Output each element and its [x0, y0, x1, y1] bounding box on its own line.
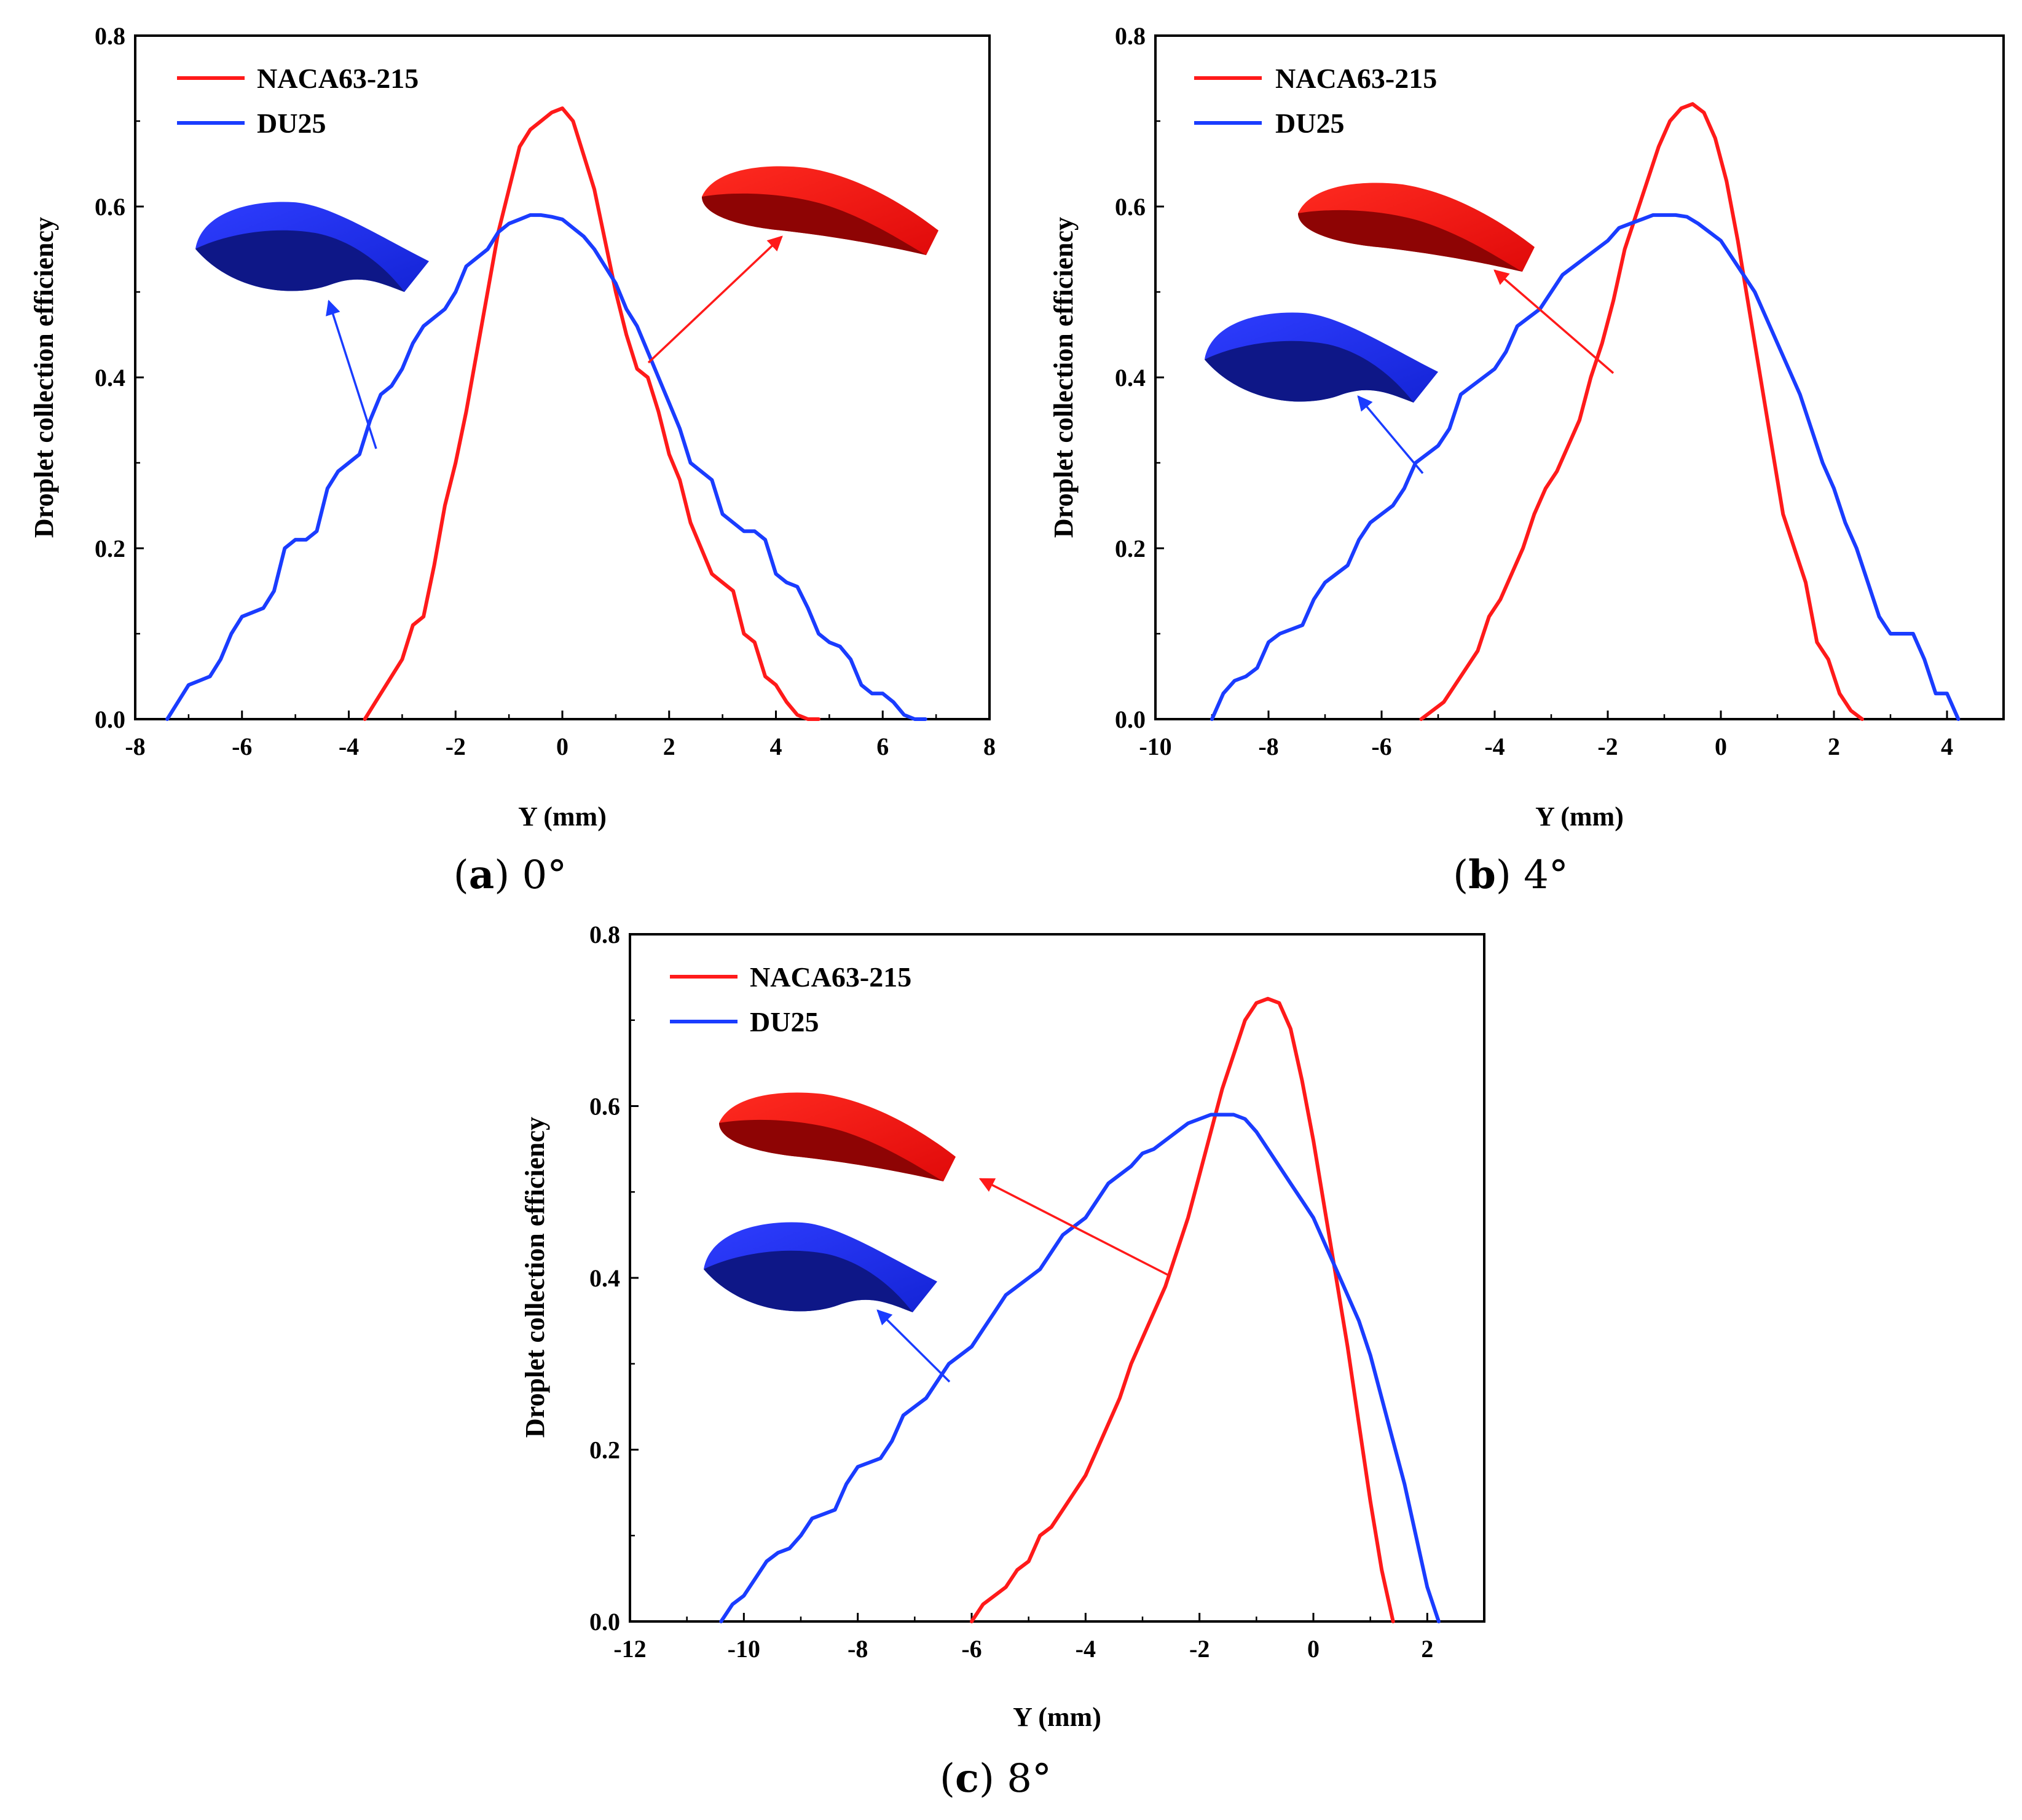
x-tick-label: -8 [848, 1635, 868, 1663]
x-tick-label: -2 [1597, 733, 1618, 760]
du25-airfoil-image [195, 202, 429, 292]
y-tick-label: 0.4 [95, 364, 125, 392]
x-tick-label: 0 [1307, 1635, 1320, 1663]
y-tick-label: 0.8 [1115, 22, 1146, 50]
x-tick-label: 4 [770, 733, 782, 760]
series-layer [719, 996, 1441, 1623]
du25-airfoil-image [704, 1222, 937, 1312]
y-axis-title: Droplet collection efficiency [29, 217, 59, 538]
x-tick-label: 4 [1941, 733, 1953, 760]
x-tick-label: -6 [961, 1635, 981, 1663]
legend-label-du25: DU25 [257, 108, 326, 139]
x-tick-label: -6 [232, 733, 252, 760]
y-tick-label: 0.2 [95, 535, 125, 562]
y-axis-title: Droplet collection efficiency [1048, 217, 1079, 538]
y-tick-label: 0.8 [589, 921, 620, 948]
caption-b: (b) 4° [1453, 852, 1568, 898]
axis-ticks: -12 -10 -8 -6 -4 -2 0 2 0.0 0.2 0.4 0.6 0.8 [589, 921, 1433, 1663]
y-tick-label: 0.0 [95, 706, 125, 733]
legend-label-naca: NACA63-215 [1275, 63, 1437, 94]
x-axis-title: Y (mm) [1535, 802, 1624, 832]
x-tick-label: 6 [876, 733, 889, 760]
panel-c-8deg: -12 -10 -8 -6 -4 -2 0 2 0.0 0.2 0.4 0.6 0.8 NACA63-2… [520, 921, 1485, 1802]
axis-ticks: -10 -8 -6 -4 -2 0 2 4 0.0 0.2 0.4 0.6 0.8 [1115, 22, 1953, 760]
x-tick-label: -4 [1484, 733, 1505, 760]
y-tick-label: 0.4 [589, 1264, 620, 1292]
x-tick-label: 0 [556, 733, 568, 760]
naca-airfoil-image [702, 166, 938, 255]
x-tick-label: 2 [1421, 1635, 1433, 1663]
x-tick-label: -10 [728, 1635, 760, 1663]
series-line-naca63-215 [970, 996, 1395, 1623]
x-tick-label: -2 [446, 733, 466, 760]
arrow-naca [978, 1178, 1170, 1277]
y-tick-label: 0.2 [1115, 535, 1146, 562]
x-tick-label: -4 [1076, 1635, 1096, 1663]
x-tick-label: 0 [1715, 733, 1727, 760]
y-tick-label: 0.8 [95, 22, 125, 50]
legend: NACA63-215 DU25 [670, 961, 911, 1038]
arrow-naca [1493, 269, 1615, 374]
y-axis-title: Droplet collection efficiency [520, 1117, 550, 1438]
legend-label-du25: DU25 [1275, 108, 1344, 139]
x-tick-label: 2 [1828, 733, 1840, 760]
caption-c: (c) 8° [940, 1755, 1052, 1802]
legend: NACA63-215 DU25 [177, 63, 419, 139]
x-axis-title: Y (mm) [518, 802, 607, 832]
arrow-du25 [876, 1309, 951, 1383]
series-line-du25 [719, 1113, 1441, 1623]
series-layer [1210, 102, 1961, 721]
x-tick-label: 2 [663, 733, 675, 760]
x-tick-label: -2 [1189, 1635, 1210, 1663]
du25-airfoil-image [1205, 312, 1438, 403]
y-tick-label: 0.0 [589, 1608, 620, 1636]
y-tick-label: 0.0 [1115, 706, 1146, 733]
y-tick-label: 0.2 [589, 1436, 620, 1464]
x-tick-label: -4 [339, 733, 359, 760]
series-line-naca63-215 [363, 106, 820, 721]
y-tick-label: 0.6 [95, 193, 125, 221]
legend-label-naca: NACA63-215 [257, 63, 419, 94]
x-axis-title: Y (mm) [1013, 1702, 1101, 1732]
series-line-du25 [1210, 213, 1961, 721]
arrow-naca [647, 235, 783, 364]
legend: NACA63-215 DU25 [1194, 63, 1437, 139]
legend-label-du25: DU25 [750, 1006, 819, 1038]
x-tick-label: -8 [1258, 733, 1278, 760]
y-tick-label: 0.6 [1115, 193, 1146, 221]
x-tick-label: 8 [983, 733, 996, 760]
naca-airfoil-image [1298, 183, 1535, 272]
panel-a-0deg: -8 -6 -4 -2 0 2 4 6 8 0.0 0.2 0.4 0.6 0.8 NACA63-215 … [29, 22, 996, 898]
series-layer [165, 106, 927, 721]
series-line-du25 [165, 213, 927, 721]
x-tick-label: -10 [1139, 733, 1171, 760]
series-line-naca63-215 [1419, 102, 1864, 721]
x-tick-label: -6 [1371, 733, 1391, 760]
panel-b-4deg: -10 -8 -6 -4 -2 0 2 4 0.0 0.2 0.4 0.6 0.8 NACA63-215… [1048, 22, 2005, 898]
y-tick-label: 0.4 [1115, 364, 1146, 392]
caption-a: (a) 0° [454, 852, 567, 898]
arrow-du25 [326, 299, 377, 449]
x-tick-label: -8 [125, 733, 145, 760]
x-tick-label: -12 [613, 1635, 646, 1663]
axis-ticks: -8 -6 -4 -2 0 2 4 6 8 0.0 0.2 0.4 0.6 0.8 [95, 22, 996, 760]
legend-label-naca: NACA63-215 [750, 961, 911, 993]
y-tick-label: 0.6 [589, 1093, 620, 1121]
naca-airfoil-image [719, 1092, 956, 1181]
arrow-du25 [1357, 395, 1424, 475]
